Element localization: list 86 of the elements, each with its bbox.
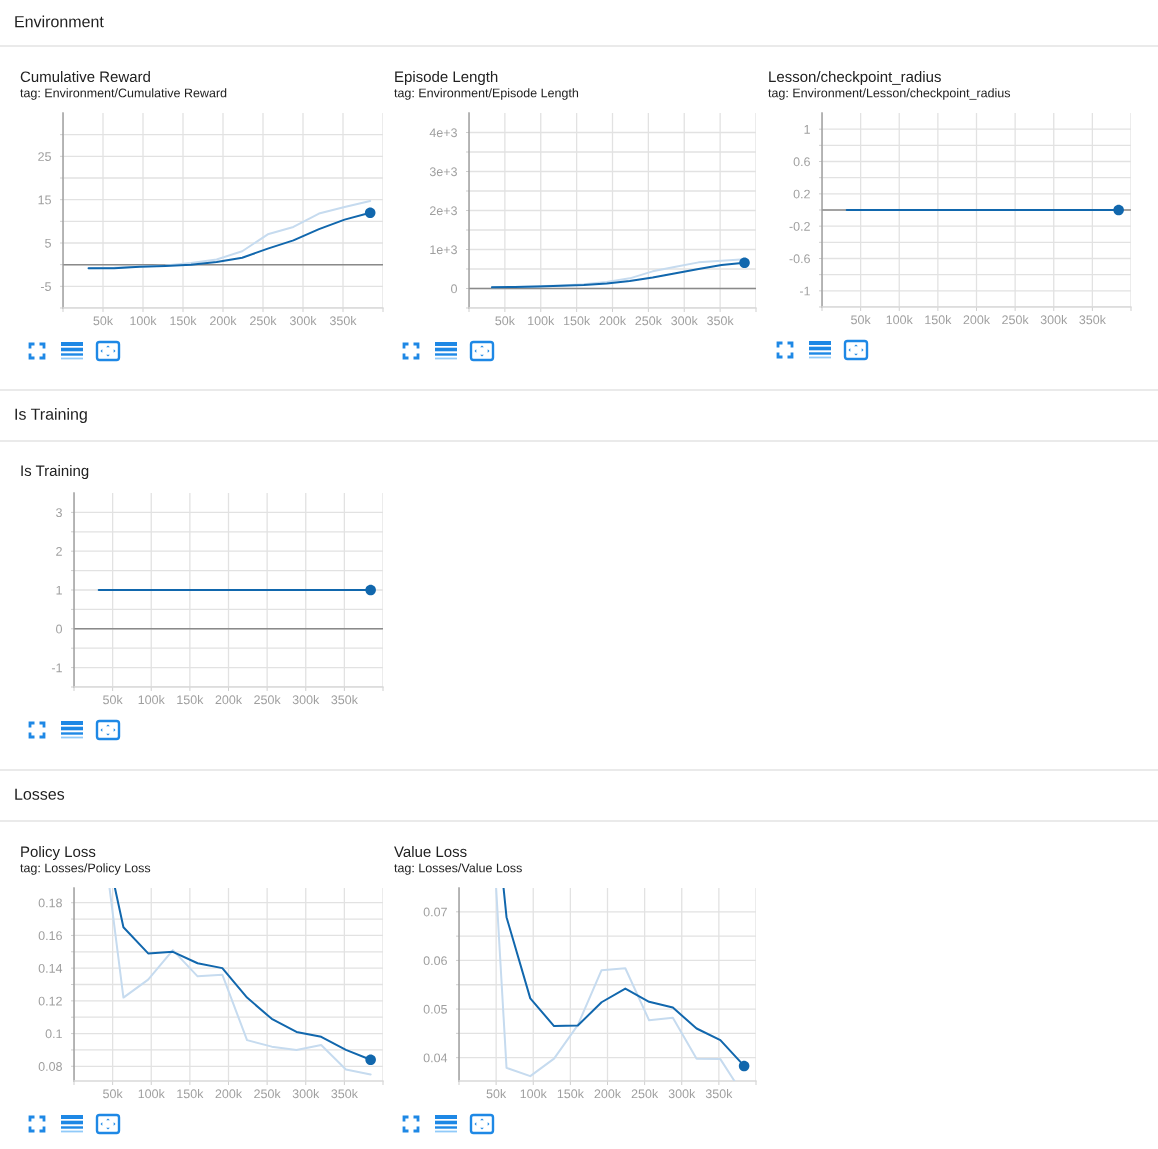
x-tick-label: 100k [138,695,165,705]
x-tick-label: 300k [292,1089,320,1099]
y-tick-label: 0 [56,624,63,634]
y-tick-label: 0.6 [793,157,810,167]
y-tick-label: 0.1 [45,1029,62,1039]
x-tick-label: 200k [963,315,991,325]
y-tick-label: 0.07 [423,907,447,917]
x-tick-label: 250k [254,695,281,705]
x-tick-label: 100k [138,1089,165,1099]
y-tick-label: -0.6 [789,254,810,264]
chart-title: Lesson/checkpoint_radius [769,71,941,85]
y-tick-label: -1 [799,286,810,296]
chart-subtitle: tag: Environment/Lesson/checkpoint_radius [768,88,1011,100]
y-tick-label: 1 [804,125,810,134]
x-tick-label: 350k [329,316,357,326]
y-tick-label: 0.14 [38,963,63,973]
y-tick-label: 0.2 [793,189,810,199]
x-tick-label: 100k [528,316,555,326]
x-tick-label: 200k [215,695,243,705]
chart-subtitle: tag: Losses/Policy Loss [20,863,151,875]
x-tick-label: 200k [599,316,627,326]
x-tick-label: 200k [210,316,237,326]
y-tick-label: 0 [451,284,458,294]
x-tick-label: 250k [1002,315,1029,325]
y-tick-label: 0.12 [38,996,62,1006]
x-tick-label: 350k [331,695,358,705]
text: Is Training [15,408,87,423]
y-tick-label: -1 [51,663,62,673]
x-tick-label: 150k [925,315,952,325]
x-tick-label: 50k [103,695,123,705]
x-tick-label: 300k [289,316,317,326]
text: Losses [15,788,65,800]
chart-title: Value Loss [394,846,467,858]
chart-subtitle: tag: Losses/Value Loss [394,863,522,875]
x-tick-label: 100k [130,316,157,326]
x-tick-label: 150k [170,316,197,326]
y-tick-label: 0.05 [423,1004,447,1014]
x-tick-label: 100k [520,1089,547,1099]
x-tick-label: 200k [215,1089,243,1099]
x-tick-label: 300k [292,695,320,705]
x-tick-label: 50k [103,1089,123,1099]
x-tick-label: 50k [486,1089,507,1099]
x-tick-label: 250k [635,316,662,326]
chart-title: Episode Length [395,71,498,85]
x-tick-label: 300k [668,1089,696,1099]
x-tick-label: 300k [1040,315,1068,325]
y-tick-label: 25 [38,152,51,161]
y-tick-label: 1 [56,585,62,595]
y-tick-label: 15 [38,195,51,205]
y-tick-label: 0.16 [38,931,62,941]
x-tick-label: 50k [495,316,515,326]
y-tick-label: -0.2 [789,221,810,231]
x-tick-label: 100k [886,315,913,325]
y-tick-label: 0.08 [38,1062,62,1071]
chart-title: Cumulative Reward [20,71,150,83]
y-tick-label: 3 [56,508,62,518]
chart-subtitle: tag: Environment/Cumulative Reward [20,88,227,100]
chart-title: Policy Loss [21,846,96,860]
x-tick-label: 250k [631,1089,659,1099]
text: Environment [15,15,104,28]
x-tick-label: 350k [1079,315,1106,325]
x-tick-label: 150k [177,1089,204,1099]
y-tick-label: 5 [45,238,51,248]
x-tick-label: 150k [557,1089,584,1099]
x-tick-label: 50k [851,315,871,325]
y-tick-label: 1e+3 [430,245,457,255]
x-tick-label: 150k [177,695,204,705]
x-tick-label: 350k [331,1089,358,1099]
chart-subtitle: tag: Environment/Episode Length [394,88,579,100]
x-tick-label: 250k [250,316,277,326]
y-tick-label: 4e+3 [429,128,457,138]
x-tick-label: 50k [93,316,114,326]
x-tick-label: 150k [564,316,591,326]
y-tick-label: 0.18 [38,898,62,908]
x-tick-label: 350k [705,1089,733,1099]
y-tick-label: 2 [56,547,62,556]
y-tick-label: 3e+3 [429,167,457,177]
y-tick-label: -5 [40,282,51,291]
x-tick-label: 350k [707,316,734,326]
y-tick-label: 0.06 [423,956,447,966]
y-tick-label: 0.04 [423,1053,448,1063]
x-tick-label: 250k [254,1089,281,1099]
x-tick-label: 200k [594,1089,622,1099]
x-tick-label: 300k [671,316,698,326]
chart-title: Is Training [21,465,89,479]
y-tick-label: 2e+3 [429,206,457,216]
